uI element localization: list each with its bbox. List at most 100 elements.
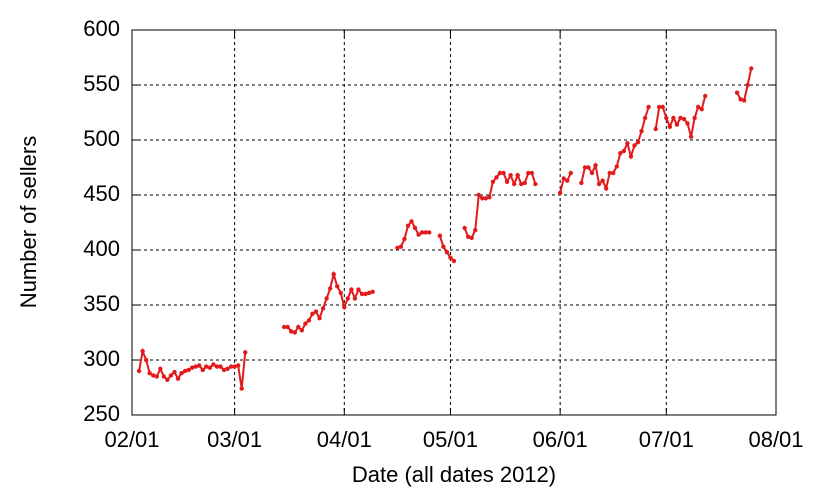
data-point	[695, 104, 701, 110]
data-point	[168, 373, 174, 378]
data-point	[228, 364, 234, 369]
data-point	[299, 328, 305, 333]
data-point	[221, 367, 227, 373]
data-point	[494, 175, 499, 180]
data-point	[476, 192, 481, 198]
data-point	[582, 165, 588, 170]
data-point	[409, 219, 414, 224]
y-tick-label: 250	[83, 401, 120, 426]
data-point	[515, 173, 520, 178]
data-point	[172, 369, 177, 375]
data-point	[738, 97, 743, 102]
y-tick-label: 600	[83, 16, 120, 41]
data-point	[416, 232, 421, 237]
data-point	[317, 316, 322, 321]
data-point	[182, 368, 188, 374]
data-point	[218, 364, 223, 369]
data-point	[688, 134, 694, 139]
data-point	[487, 195, 492, 200]
data-point	[618, 151, 623, 156]
data-point	[480, 196, 485, 201]
data-point	[526, 170, 531, 176]
data-point	[296, 324, 301, 330]
data-point	[136, 368, 142, 374]
data-point	[674, 122, 680, 127]
data-point	[232, 364, 237, 369]
data-point	[151, 373, 156, 378]
data-line	[138, 68, 753, 389]
data-point	[745, 82, 750, 88]
data-point	[366, 290, 372, 296]
x-axis-label: Date (all dates 2012)	[352, 462, 556, 487]
data-point	[565, 178, 570, 183]
data-point	[204, 364, 209, 369]
data-point	[511, 181, 517, 187]
data-point	[419, 230, 425, 235]
y-tick-label: 450	[83, 181, 120, 206]
data-point	[189, 365, 195, 370]
data-point	[603, 186, 609, 191]
data-point	[741, 98, 747, 103]
y-tick-label: 550	[83, 71, 120, 96]
data-point	[635, 140, 641, 145]
data-point	[356, 287, 361, 292]
data-point	[529, 170, 535, 176]
data-point	[324, 296, 329, 301]
data-point	[586, 165, 591, 170]
data-point	[335, 284, 340, 289]
x-tick-label: 04/01	[317, 427, 372, 452]
data-point	[448, 255, 453, 260]
data-point	[441, 244, 446, 249]
data-point	[239, 386, 244, 391]
data-point	[211, 362, 216, 367]
data-point	[749, 66, 754, 71]
data-point	[161, 374, 167, 379]
data-point	[186, 367, 191, 373]
data-point	[632, 143, 637, 148]
y-axis-label: Number of sellers	[16, 136, 41, 308]
data-point	[331, 272, 336, 277]
data-point	[327, 286, 333, 291]
data-point	[281, 324, 287, 330]
data-point	[593, 163, 598, 168]
data-point	[611, 170, 616, 176]
data-point	[469, 235, 474, 241]
data-point	[557, 190, 563, 195]
data-point	[607, 170, 612, 176]
data-point	[345, 296, 351, 301]
data-point	[320, 306, 326, 311]
data-point	[451, 258, 457, 264]
data-point	[140, 349, 145, 354]
data-point	[313, 309, 319, 314]
data-point	[405, 223, 411, 228]
data-point	[504, 179, 510, 184]
data-point	[699, 107, 704, 112]
data-point	[667, 124, 673, 129]
data-point	[734, 90, 740, 95]
data-point	[143, 357, 149, 363]
data-point	[437, 233, 443, 238]
data-point	[285, 324, 290, 330]
data-point	[154, 374, 159, 379]
data-point	[473, 228, 478, 233]
data-point	[681, 116, 687, 122]
data-point	[306, 318, 312, 323]
data-point	[639, 129, 644, 134]
data-point	[678, 115, 683, 121]
data-point	[158, 366, 163, 371]
data-point	[197, 363, 202, 368]
data-point	[175, 376, 181, 381]
data-point	[522, 180, 527, 186]
data-point	[621, 148, 627, 154]
data-point	[444, 250, 450, 255]
data-point	[614, 164, 619, 169]
data-point	[646, 104, 651, 110]
data-point	[303, 321, 308, 326]
data-point	[423, 230, 428, 235]
plot-frame	[131, 29, 777, 416]
data-point	[600, 178, 605, 183]
data-point	[310, 311, 315, 316]
data-point	[589, 170, 595, 176]
data-point	[519, 181, 524, 187]
